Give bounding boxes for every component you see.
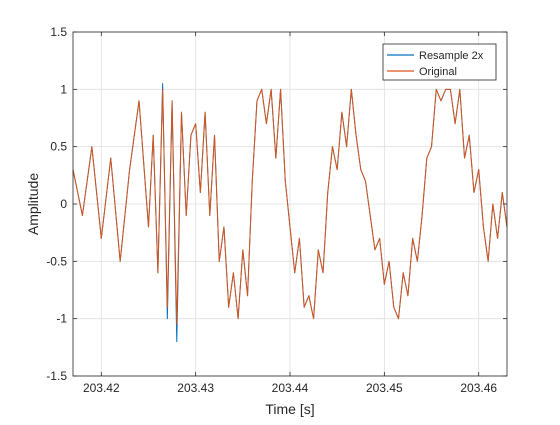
series-line-original xyxy=(72,88,508,325)
x-tick-label: 203.43 xyxy=(177,381,214,395)
y-tick-label: -0.5 xyxy=(46,254,67,268)
series-layer xyxy=(72,83,508,343)
x-axis-label: Time [s] xyxy=(265,401,314,417)
legend: Resample 2x Original xyxy=(382,43,497,81)
y-tick-label: 1 xyxy=(60,82,67,96)
x-tick-label: 203.45 xyxy=(366,381,403,395)
legend-label-resample: Resample 2x xyxy=(419,50,484,62)
y-axis-label: Amplitude xyxy=(25,173,41,235)
legend-label-original: Original xyxy=(419,66,457,78)
tick-layer: 203.42 203.43 203.44 203.45 203.46 -1.5 -1 -0.5… xyxy=(46,25,507,395)
x-tick-label: 203.42 xyxy=(83,381,120,395)
y-tick-label: -1 xyxy=(56,312,67,326)
y-tick-label: 0.5 xyxy=(50,140,67,154)
y-tick-label: -1.5 xyxy=(46,369,67,383)
legend-box xyxy=(382,43,497,81)
y-tick-label: 1.5 xyxy=(50,25,67,39)
x-tick-label: 203.46 xyxy=(460,381,497,395)
x-tick-label: 203.44 xyxy=(272,381,309,395)
y-tick-label: 0 xyxy=(60,197,67,211)
